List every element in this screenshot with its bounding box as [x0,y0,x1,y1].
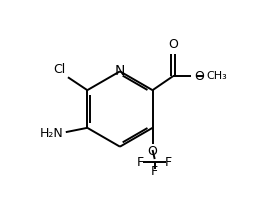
Text: O: O [148,145,157,158]
Text: CH₃: CH₃ [206,71,227,81]
Text: F: F [165,156,172,169]
Text: O: O [194,70,204,83]
Text: H₂N: H₂N [40,127,64,140]
Text: O: O [168,37,178,51]
Text: F: F [151,165,158,179]
Text: Cl: Cl [53,63,66,76]
Text: N: N [115,64,125,78]
Text: F: F [137,156,144,169]
